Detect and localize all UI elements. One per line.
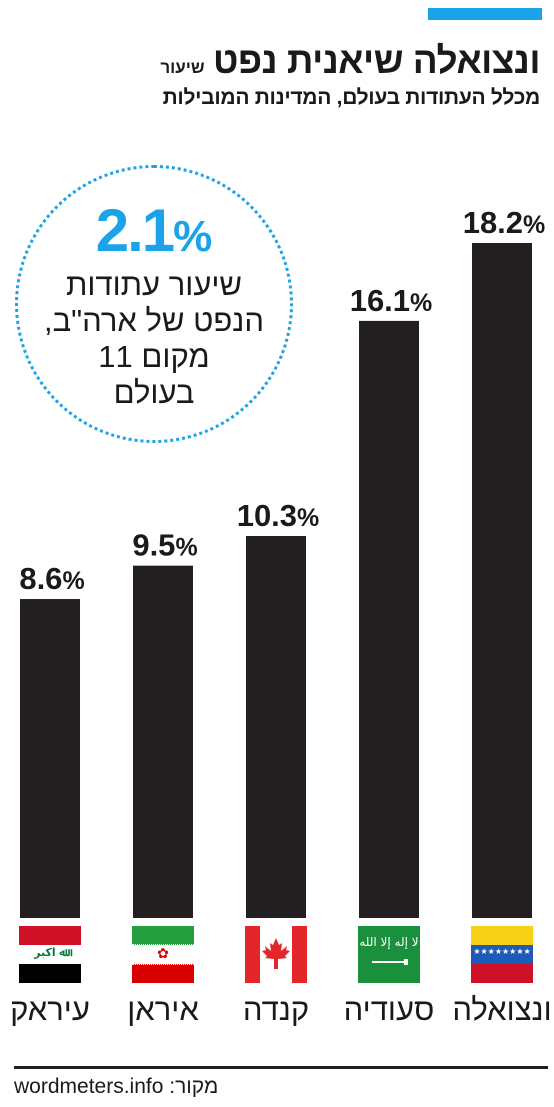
callout-line: שיעור עתודות bbox=[65, 267, 243, 302]
chart-title: ונצואלה שיאנית נפט שיעור bbox=[160, 40, 540, 82]
value-label-canada: 10.3% bbox=[237, 498, 320, 533]
canada-flag-icon bbox=[245, 926, 307, 983]
value-unit: % bbox=[62, 567, 84, 595]
callout-line: בעולם bbox=[113, 375, 195, 410]
value-unit: % bbox=[523, 211, 545, 239]
country-label-venezuela: ונצואלה bbox=[452, 992, 552, 1027]
value-unit: % bbox=[297, 504, 319, 532]
callout-line: הנפט של ארה"ב, bbox=[43, 303, 265, 338]
bar-canada bbox=[246, 535, 306, 918]
callout-value: 2.1% bbox=[18, 196, 290, 265]
value-label-venezuela: 18.2% bbox=[463, 205, 546, 240]
footer-rule bbox=[14, 1066, 548, 1069]
value-unit: % bbox=[410, 289, 432, 317]
value-label-iraq: 8.6% bbox=[19, 561, 84, 596]
bar-iraq bbox=[20, 599, 80, 918]
callout-line: מקום 11 bbox=[98, 339, 210, 374]
source-credit: wordmeters.info :מקור bbox=[14, 1075, 219, 1098]
saudi-flag-icon: لا إله إلا الله bbox=[358, 926, 420, 983]
country-label-iran: איראן bbox=[127, 992, 199, 1027]
usa-callout-circle: 2.1% שיעור עתודות הנפט של ארה"ב, מקום 11… bbox=[15, 165, 293, 443]
value-label-iran: 9.5% bbox=[132, 528, 197, 563]
callout-number: 2.1 bbox=[95, 197, 175, 264]
bar-saudi bbox=[359, 320, 419, 918]
value-label-saudi: 16.1% bbox=[350, 283, 433, 318]
country-label-canada: קנדה bbox=[242, 992, 310, 1027]
title-main: ונצואלה שיאנית נפט bbox=[213, 40, 540, 81]
title-small: שיעור bbox=[160, 58, 205, 77]
country-label-saudi: סעודיה bbox=[343, 992, 435, 1027]
venezuela-flag-icon: ★★★★★★★★ bbox=[471, 926, 533, 983]
iraq-flag-icon: ﷲ اكبر bbox=[19, 926, 81, 983]
accent-bar bbox=[428, 8, 542, 20]
bar-iran bbox=[133, 565, 193, 918]
value-unit: % bbox=[175, 534, 197, 562]
callout-text: שיעור עתודות הנפט של ארה"ב, מקום 11 בעול… bbox=[18, 267, 290, 411]
callout-unit: % bbox=[173, 212, 213, 261]
chart-subtitle: מכלל העתודות בעולם, המדינות המובילות bbox=[162, 86, 541, 109]
country-label-iraq: עיראק bbox=[10, 992, 90, 1027]
bar-venezuela bbox=[472, 243, 532, 918]
iran-flag-icon: ✿ bbox=[132, 926, 194, 983]
